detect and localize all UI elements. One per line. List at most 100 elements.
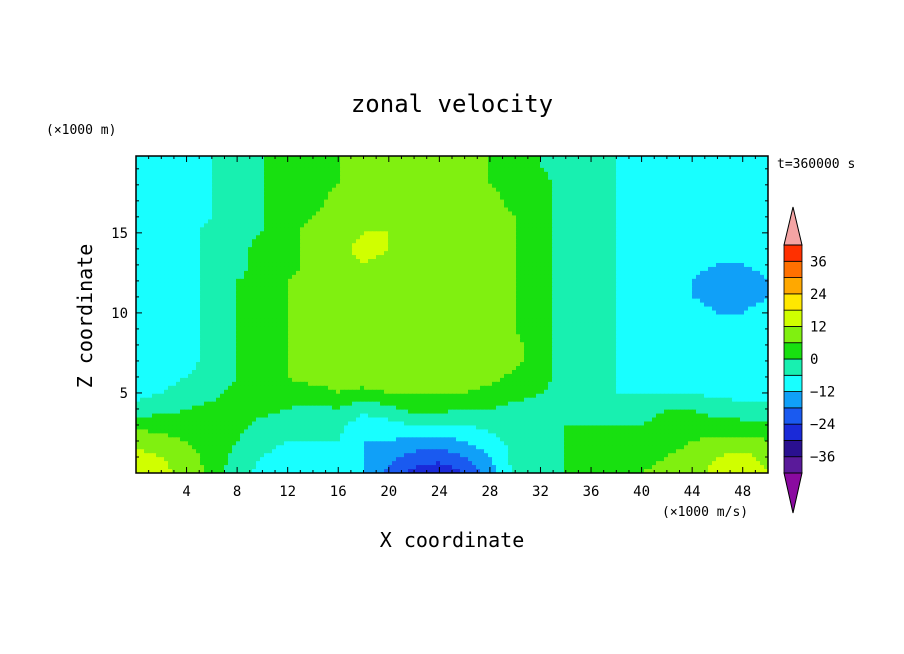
field-cell: [196, 219, 201, 224]
field-cell: [588, 259, 593, 264]
field-cell: [140, 259, 145, 264]
field-cell: [188, 255, 193, 260]
field-cell: [428, 235, 433, 240]
field-cell: [200, 255, 205, 260]
field-cell: [684, 255, 689, 260]
field-cell: [252, 251, 257, 256]
field-cell: [252, 274, 257, 280]
field-cell: [324, 231, 329, 236]
field-cell: [524, 255, 529, 260]
field-cell: [560, 179, 565, 185]
field-cell: [300, 278, 305, 284]
field-cell: [740, 235, 745, 240]
field-cell: [268, 227, 273, 232]
field-cell: [516, 156, 521, 161]
field-cell: [568, 199, 573, 205]
field-cell: [708, 223, 713, 228]
field-cell: [696, 259, 701, 264]
field-cell: [712, 223, 717, 228]
field-cell: [556, 251, 561, 256]
field-cell: [144, 235, 149, 240]
field-cell: [576, 251, 581, 256]
field-cell: [596, 243, 601, 248]
field-cell: [144, 278, 149, 284]
field-cell: [340, 278, 345, 284]
field-cell: [544, 274, 549, 280]
field-cell: [436, 243, 441, 248]
field-cell: [452, 235, 457, 240]
field-cell: [712, 199, 717, 205]
field-cell: [384, 255, 389, 260]
field-cell: [208, 270, 213, 276]
field-cell: [268, 270, 273, 276]
field-cell: [456, 199, 461, 205]
field-cell: [280, 247, 285, 252]
field-cell: [752, 266, 757, 272]
field-cell: [696, 247, 701, 252]
field-cell: [632, 211, 637, 217]
field-cell: [448, 223, 453, 228]
field-cell: [248, 223, 253, 228]
field-cell: [136, 156, 141, 161]
field-cell: [528, 171, 533, 177]
field-cell: [184, 175, 189, 181]
field-cell: [412, 251, 417, 256]
field-cell: [320, 278, 325, 284]
field-cell: [140, 266, 145, 272]
field-cell: [308, 156, 313, 161]
field-cell: [548, 247, 553, 252]
field-cell: [148, 223, 153, 228]
field-cell: [584, 163, 589, 169]
field-cell: [356, 259, 361, 264]
field-cell: [180, 278, 185, 284]
field-cell: [476, 235, 481, 240]
field-cell: [272, 262, 277, 268]
field-cell: [240, 171, 245, 177]
field-cell: [472, 270, 477, 276]
field-cell: [252, 159, 257, 165]
field-cell: [448, 235, 453, 240]
field-cell: [504, 211, 509, 217]
field-cell: [156, 179, 161, 185]
field-cell: [392, 163, 397, 169]
field-cell: [688, 167, 693, 173]
field-cell: [348, 195, 353, 201]
field-cell: [656, 255, 661, 260]
field-cell: [328, 251, 333, 256]
field-cell: [300, 266, 305, 272]
field-cell: [184, 235, 189, 240]
field-cell: [304, 262, 309, 268]
field-cell: [556, 274, 561, 280]
field-cell: [688, 175, 693, 181]
field-cell: [348, 203, 353, 209]
field-cell: [668, 255, 673, 260]
field-cell: [372, 219, 377, 224]
field-cell: [336, 183, 341, 189]
field-cell: [204, 171, 209, 177]
field-cell: [608, 223, 613, 228]
field-cell: [764, 270, 768, 276]
field-cell: [156, 239, 161, 244]
field-cell: [572, 262, 577, 268]
field-cell: [280, 270, 285, 276]
field-cell: [764, 223, 768, 228]
field-cell: [696, 235, 701, 240]
field-cell: [420, 183, 425, 189]
field-cell: [304, 251, 309, 256]
field-cell: [688, 156, 693, 161]
field-cell: [416, 207, 421, 213]
field-cell: [712, 156, 717, 161]
field-cell: [216, 163, 221, 169]
field-cell: [292, 270, 297, 276]
field-cell: [560, 259, 565, 264]
field-cell: [352, 156, 357, 161]
field-cell: [264, 179, 269, 185]
field-cell: [272, 259, 277, 264]
field-cell: [396, 278, 401, 284]
field-cell: [572, 235, 577, 240]
field-cell: [216, 274, 221, 280]
field-cell: [308, 259, 313, 264]
field-cell: [252, 167, 257, 173]
field-cell: [672, 156, 677, 161]
field-cell: [412, 215, 417, 220]
